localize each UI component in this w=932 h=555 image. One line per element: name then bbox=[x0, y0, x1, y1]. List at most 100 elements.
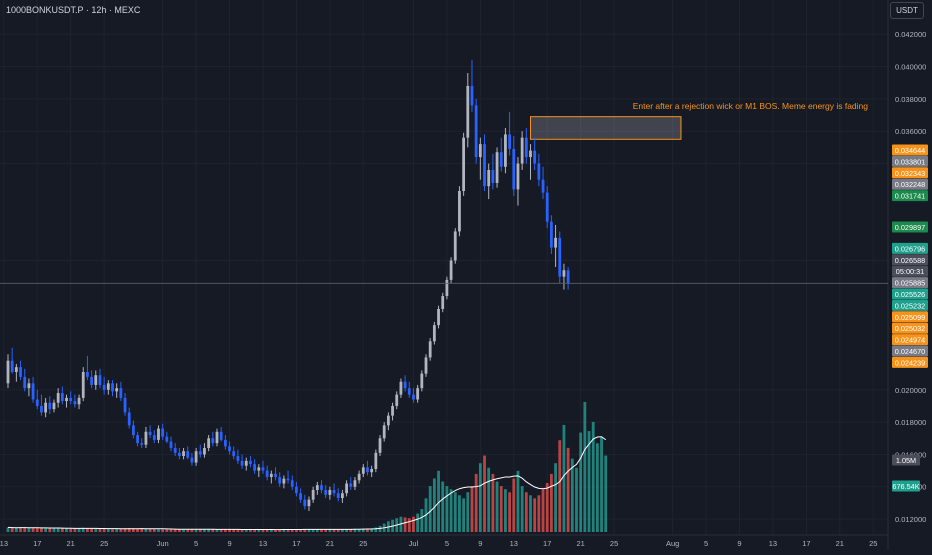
candle[interactable] bbox=[269, 470, 273, 484]
candle[interactable] bbox=[366, 460, 369, 476]
candle[interactable] bbox=[278, 472, 282, 487]
candle[interactable] bbox=[303, 494, 307, 510]
candle[interactable] bbox=[203, 443, 206, 458]
candle[interactable] bbox=[115, 383, 119, 398]
candle[interactable] bbox=[86, 355, 89, 381]
candle[interactable] bbox=[31, 376, 35, 403]
candle[interactable] bbox=[307, 496, 311, 511]
candle[interactable] bbox=[315, 481, 319, 495]
candle[interactable] bbox=[470, 60, 474, 112]
candle[interactable] bbox=[345, 480, 348, 497]
candle[interactable] bbox=[445, 276, 449, 300]
candle[interactable] bbox=[257, 464, 261, 478]
candle[interactable] bbox=[249, 456, 252, 468]
candle[interactable] bbox=[219, 426, 223, 442]
candle[interactable] bbox=[35, 389, 39, 410]
candle[interactable] bbox=[161, 423, 165, 440]
candle[interactable] bbox=[453, 228, 457, 264]
candle[interactable] bbox=[562, 263, 566, 290]
candle[interactable] bbox=[152, 430, 156, 444]
candle[interactable] bbox=[232, 446, 236, 460]
candle[interactable] bbox=[27, 378, 31, 397]
candle[interactable] bbox=[274, 467, 277, 481]
candle[interactable] bbox=[478, 137, 482, 180]
candle[interactable] bbox=[190, 452, 194, 466]
candle[interactable] bbox=[211, 431, 215, 447]
candle[interactable] bbox=[215, 428, 219, 447]
candle[interactable] bbox=[533, 137, 537, 170]
candle[interactable] bbox=[491, 153, 495, 190]
candle[interactable] bbox=[403, 375, 407, 392]
candle[interactable] bbox=[474, 98, 478, 164]
candle[interactable] bbox=[537, 153, 541, 187]
candle[interactable] bbox=[495, 147, 499, 188]
candle[interactable] bbox=[73, 394, 77, 408]
candle[interactable] bbox=[332, 483, 336, 497]
candle[interactable] bbox=[65, 394, 68, 408]
candle[interactable] bbox=[361, 464, 365, 478]
candle[interactable] bbox=[550, 215, 553, 255]
candle[interactable] bbox=[6, 354, 10, 389]
candle[interactable] bbox=[236, 449, 240, 465]
candle[interactable] bbox=[399, 378, 403, 398]
candle[interactable] bbox=[449, 257, 453, 284]
candle[interactable] bbox=[295, 481, 298, 497]
candle[interactable] bbox=[432, 321, 436, 345]
candle[interactable] bbox=[349, 477, 353, 490]
candle[interactable] bbox=[94, 370, 98, 390]
candle[interactable] bbox=[261, 460, 265, 474]
candle[interactable] bbox=[81, 367, 85, 402]
candle[interactable] bbox=[529, 144, 532, 180]
candle[interactable] bbox=[541, 166, 545, 200]
candle[interactable] bbox=[207, 435, 211, 452]
candle[interactable] bbox=[441, 292, 445, 313]
candle[interactable] bbox=[286, 470, 290, 484]
symbol-title[interactable]: 1000BONKUSDT.P · 12h · MEXC bbox=[6, 5, 141, 15]
candle[interactable] bbox=[244, 457, 248, 471]
candle[interactable] bbox=[299, 488, 302, 503]
candle[interactable] bbox=[353, 477, 357, 490]
candle[interactable] bbox=[499, 137, 503, 172]
currency-button[interactable]: USDT bbox=[890, 2, 924, 19]
candle[interactable] bbox=[157, 425, 160, 444]
candle[interactable] bbox=[395, 391, 399, 410]
candle[interactable] bbox=[144, 426, 148, 448]
candle[interactable] bbox=[382, 422, 386, 442]
candle[interactable] bbox=[23, 368, 27, 392]
candle[interactable] bbox=[111, 380, 114, 397]
candle[interactable] bbox=[182, 447, 185, 460]
candle[interactable] bbox=[198, 444, 202, 458]
candle[interactable] bbox=[516, 157, 520, 206]
candle[interactable] bbox=[466, 73, 470, 148]
candle[interactable] bbox=[90, 370, 93, 389]
candle[interactable] bbox=[357, 470, 361, 484]
candle[interactable] bbox=[136, 431, 139, 447]
candle[interactable] bbox=[545, 186, 549, 229]
candle[interactable] bbox=[148, 425, 152, 439]
candle[interactable] bbox=[194, 447, 198, 466]
candle[interactable] bbox=[462, 132, 466, 196]
candle[interactable] bbox=[324, 485, 328, 499]
candle[interactable] bbox=[240, 454, 244, 469]
candle[interactable] bbox=[10, 347, 14, 374]
candle[interactable] bbox=[558, 231, 562, 284]
candle[interactable] bbox=[77, 394, 81, 410]
candle[interactable] bbox=[127, 407, 131, 429]
candle[interactable] bbox=[223, 435, 227, 450]
candle[interactable] bbox=[378, 435, 382, 457]
candle[interactable] bbox=[386, 412, 390, 431]
candle[interactable] bbox=[458, 186, 461, 237]
candle[interactable] bbox=[265, 465, 269, 481]
candle[interactable] bbox=[52, 399, 56, 413]
candle[interactable] bbox=[228, 441, 231, 455]
candle[interactable] bbox=[420, 370, 424, 392]
candle[interactable] bbox=[44, 397, 48, 418]
candle[interactable] bbox=[512, 136, 516, 196]
candle[interactable] bbox=[520, 131, 524, 170]
candle[interactable] bbox=[487, 163, 491, 200]
candle[interactable] bbox=[508, 111, 511, 156]
candle[interactable] bbox=[48, 396, 52, 415]
candle[interactable] bbox=[14, 363, 18, 382]
candle[interactable] bbox=[290, 475, 294, 490]
candle[interactable] bbox=[102, 376, 106, 395]
